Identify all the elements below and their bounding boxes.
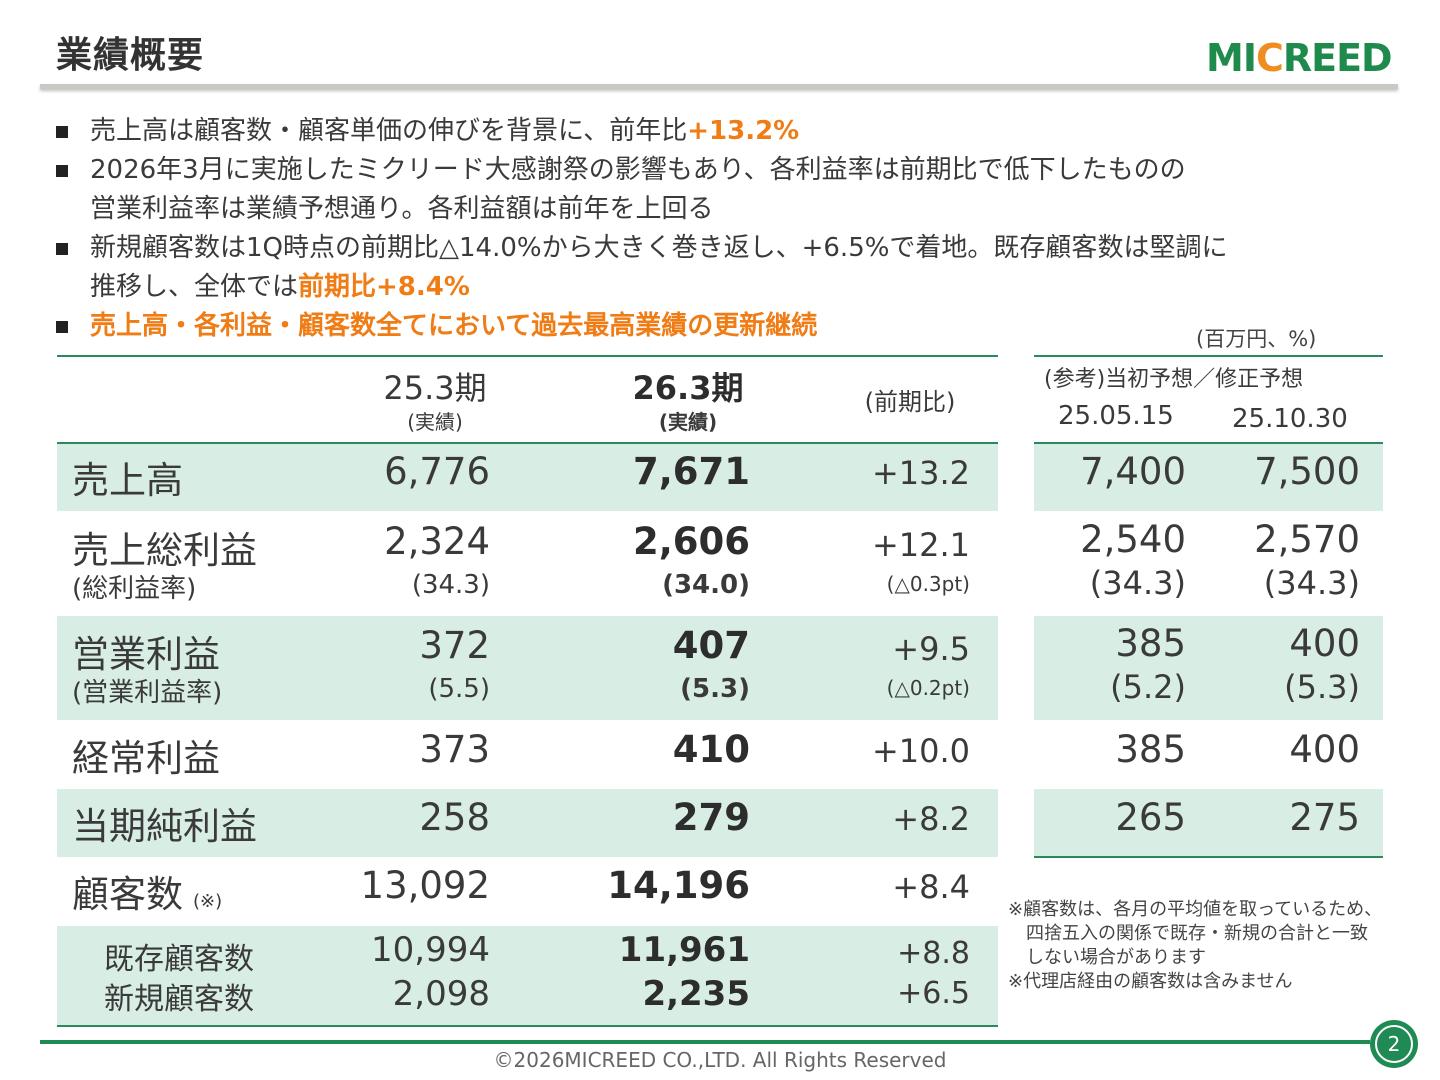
- footnote-2: ※代理店経由の顧客数は含みません: [1008, 971, 1293, 992]
- cust-prev: 13,092: [360, 864, 490, 907]
- gross-yoy: +12.1: [871, 526, 970, 564]
- row-label-customers: 顧客数 (※): [72, 873, 223, 916]
- row-label-sales: 売上高: [72, 459, 183, 502]
- op-margin-ref-initial: (5.2): [1110, 668, 1186, 706]
- square-bullet-icon: [56, 165, 68, 177]
- gross-ref-revised: 2,570: [1254, 518, 1360, 561]
- row-label-operating-profit: 営業利益: [72, 633, 220, 676]
- col-prev-header: 25.3期: [383, 369, 487, 407]
- net-prev: 258: [419, 796, 490, 839]
- gross-ref-initial: 2,540: [1080, 518, 1186, 561]
- op-margin-prev: (5.5): [428, 674, 490, 704]
- existing-curr: 11,961: [618, 930, 750, 970]
- op-ref-initial: 385: [1115, 622, 1186, 665]
- row-bg-customers-breakdown: [57, 926, 998, 1027]
- op-ref-revised: 400: [1289, 622, 1360, 665]
- row-label-operating-margin: (営業利益率): [72, 678, 223, 708]
- gross-curr: 2,606: [632, 520, 750, 563]
- sales-curr: 7,671: [632, 450, 750, 493]
- page-title: 業績概要: [56, 35, 205, 76]
- copyright: ©2026MICREED CO.,LTD. All Rights Reserve…: [493, 1048, 947, 1072]
- ord-ref-revised: 400: [1289, 728, 1360, 771]
- footnote-1-cont2: しない場合があります: [1026, 947, 1206, 968]
- ref-bottom-rule: [1034, 856, 1383, 858]
- square-bullet-icon: [56, 321, 68, 333]
- op-margin-yoy: (△0.2pt): [886, 676, 970, 700]
- summary-bullets: 売上高は顧客数・顧客単価の伸びを背景に、前年比+13.2% 2026年3月に実施…: [56, 112, 1426, 346]
- ord-yoy: +10.0: [871, 732, 970, 770]
- new-curr: 2,235: [642, 974, 750, 1014]
- row-label-gross-margin: (総利益率): [72, 574, 197, 604]
- square-bullet-icon: [56, 243, 68, 255]
- ref-date-initial: 25.05.15: [1058, 401, 1174, 431]
- ref-bg-operating: [1034, 616, 1383, 720]
- net-ref-initial: 265: [1115, 796, 1186, 839]
- col-yoy-header: (前期比): [864, 388, 956, 416]
- ref-top-rule: [1034, 355, 1383, 357]
- row-bg-net: [57, 789, 998, 857]
- ref-header: (参考)当初予想／修正予想: [1044, 367, 1304, 392]
- new-yoy: +6.5: [897, 976, 970, 1011]
- gross-margin-yoy: (△0.3pt): [886, 572, 970, 596]
- row-label-existing-customers: 既存顧客数: [104, 942, 254, 977]
- new-prev: 2,098: [392, 974, 490, 1014]
- gross-prev: 2,324: [384, 520, 490, 563]
- page-number: 2: [1375, 1025, 1413, 1063]
- footnote-1: ※顧客数は、各月の平均値を取っているため、: [1008, 899, 1383, 920]
- row-label-new-customers: 新規顧客数: [104, 982, 254, 1017]
- ref-header-rule: [1034, 442, 1383, 444]
- op-prev: 372: [419, 624, 490, 667]
- bullet-4: 売上高・各利益・顧客数全てにおいて過去最高業績の更新継続: [56, 307, 1426, 346]
- sales-ref-initial: 7,400: [1080, 450, 1186, 493]
- footnote-1-cont: 四捨五入の関係で既存・新規の合計と一致: [1026, 923, 1368, 944]
- note-mark: (※): [193, 891, 223, 912]
- col-curr-header: 26.3期: [632, 369, 744, 407]
- row-bg-sales: [57, 444, 998, 511]
- cust-yoy: +8.4: [892, 868, 970, 906]
- bullet-2: 2026年3月に実施したミクリード大感謝祭の影響もあり、各利益率は前期比で低下し…: [56, 151, 1426, 229]
- ord-ref-initial: 385: [1115, 728, 1186, 771]
- unit-label: (百万円、%): [1196, 327, 1317, 351]
- sales-yoy: +13.2: [871, 454, 970, 492]
- ord-curr: 410: [672, 728, 750, 771]
- sales-ref-revised: 7,500: [1254, 450, 1360, 493]
- net-yoy: +8.2: [892, 800, 970, 838]
- row-label-gross-profit: 売上総利益: [72, 529, 257, 572]
- op-margin-curr: (5.3): [680, 674, 750, 704]
- gross-margin-curr: (34.0): [662, 570, 750, 600]
- ref-bg-sales: [1034, 444, 1383, 511]
- gross-margin-ref-revised: (34.3): [1263, 564, 1360, 602]
- footer-rule: [40, 1040, 1370, 1044]
- row-label-net-income: 当期純利益: [72, 805, 257, 848]
- net-ref-revised: 275: [1289, 796, 1360, 839]
- bullet-1: 売上高は顧客数・顧客単価の伸びを背景に、前年比+13.2%: [56, 112, 1426, 151]
- ord-prev: 373: [419, 728, 490, 771]
- row-bg-operating: [57, 616, 998, 720]
- gross-margin-prev: (34.3): [411, 570, 490, 600]
- square-bullet-icon: [56, 126, 68, 138]
- col-curr-subheader: (実績): [658, 410, 718, 434]
- table-bottom-rule: [57, 1025, 998, 1027]
- row-label-ordinary-profit: 経常利益: [72, 737, 220, 780]
- sales-prev: 6,776: [384, 450, 490, 493]
- title-divider: [40, 84, 1398, 89]
- op-margin-ref-revised: (5.3): [1284, 668, 1360, 706]
- table-header-rule: [57, 442, 998, 444]
- op-yoy: +9.5: [892, 630, 970, 668]
- table-top-rule: [57, 355, 998, 357]
- net-curr: 279: [672, 796, 750, 839]
- ref-date-revised: 25.10.30: [1232, 404, 1348, 434]
- cust-curr: 14,196: [607, 864, 750, 907]
- page-number-badge: 2: [1370, 1020, 1418, 1068]
- ref-bg-net: [1034, 789, 1383, 857]
- existing-yoy: +8.8: [897, 936, 970, 971]
- col-prev-subheader: (実績): [407, 410, 463, 434]
- micreed-logo: MICREED: [1206, 36, 1393, 80]
- bullet-3: 新規顧客数は1Q時点の前期比△14.0%から大きく巻き返し、+6.5%で着地。既…: [56, 229, 1426, 307]
- existing-prev: 10,994: [371, 930, 490, 970]
- gross-margin-ref-initial: (34.3): [1089, 564, 1186, 602]
- op-curr: 407: [672, 624, 750, 667]
